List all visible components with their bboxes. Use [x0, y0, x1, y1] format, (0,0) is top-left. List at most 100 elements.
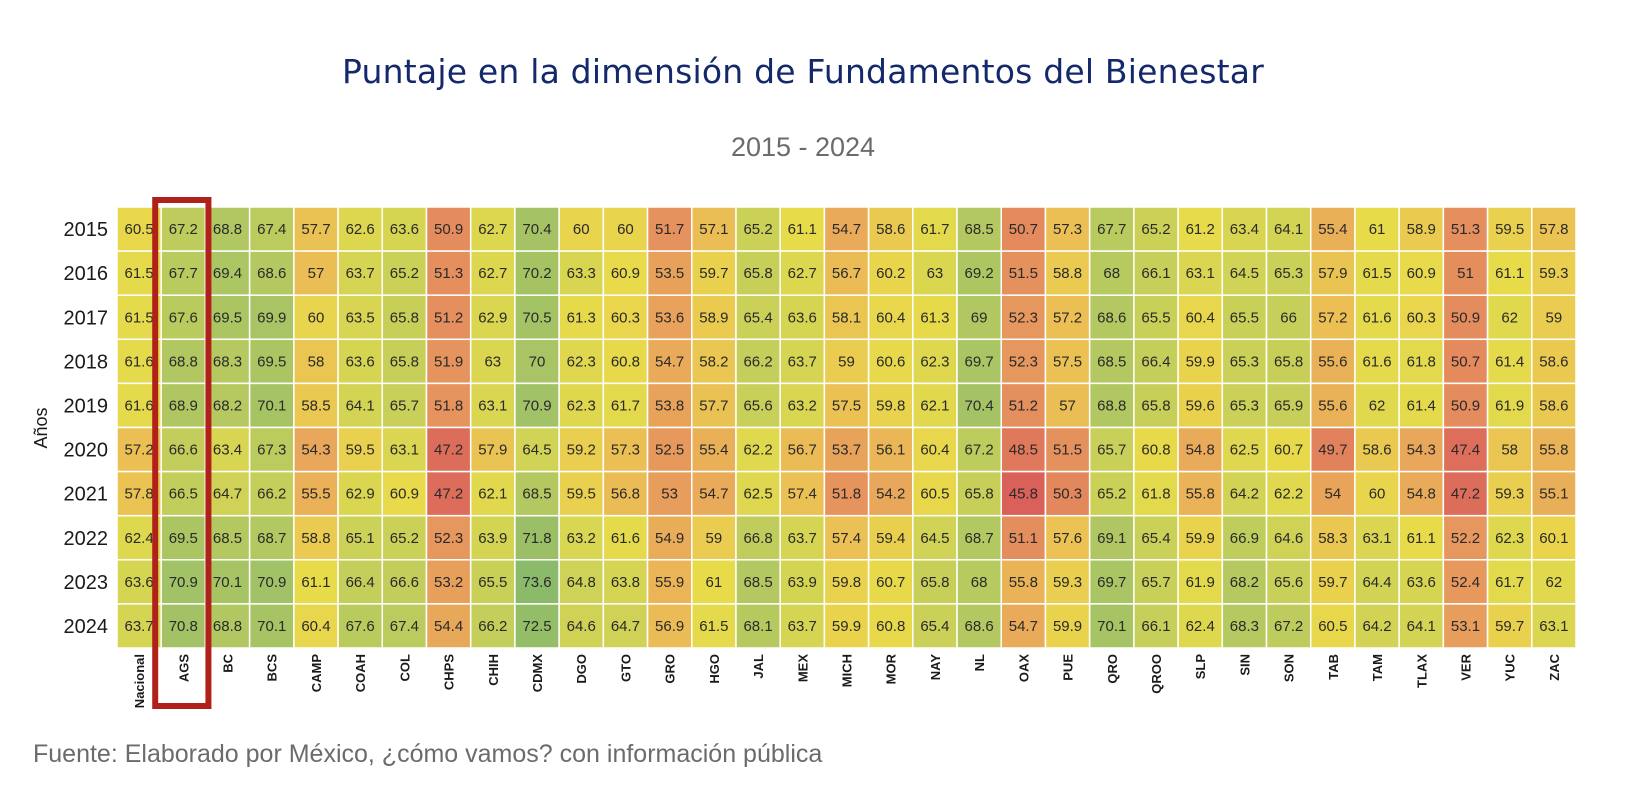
column-label: COL — [397, 654, 412, 682]
cell-value-label: 70.9 — [169, 574, 198, 591]
column-label: QROO — [1149, 654, 1164, 694]
heatmap-cell — [823, 559, 870, 605]
cell-value-label: 60.4 — [301, 618, 330, 635]
cell-value-label: 70.9 — [257, 574, 286, 591]
cell-value-label: 61.8 — [1141, 486, 1170, 503]
heatmap-cell — [735, 559, 781, 605]
cell-value-label: 64.1 — [1407, 618, 1436, 635]
cell-value-label: 58.9 — [699, 309, 728, 326]
cell-value-label: 47.2 — [434, 442, 463, 459]
cell-value-label: 64.5 — [920, 530, 949, 547]
cell-value-label: 62.7 — [788, 265, 817, 282]
cell-value-label: 55.8 — [1186, 486, 1215, 503]
cell-value-label: 52.3 — [1009, 353, 1038, 370]
heatmap-cell — [646, 470, 693, 517]
cell-value-label: 65.2 — [390, 265, 419, 282]
cell-value-label: 52.3 — [434, 530, 463, 547]
cell-value-label: 51.3 — [434, 265, 463, 282]
cell-value-label: 59.9 — [1186, 530, 1215, 547]
heatmap-cell — [1044, 294, 1091, 341]
cell-value-label: 59.7 — [1318, 574, 1347, 591]
cell-value-label: 65.6 — [1274, 574, 1303, 591]
cell-value-label: 60.8 — [611, 353, 640, 370]
heatmap-cell — [1398, 514, 1445, 561]
cell-value-label: 63.1 — [390, 442, 419, 459]
heatmap-cell — [1265, 382, 1312, 429]
cell-value-label: 58.3 — [1318, 530, 1347, 547]
cell-value-label: 57.6 — [1053, 530, 1082, 547]
heatmap-cell — [1486, 514, 1533, 561]
cell-value-label: 68.8 — [1097, 397, 1126, 414]
cell-value-label: 62.4 — [1186, 618, 1215, 635]
cell-value-label: 68.6 — [257, 265, 286, 282]
cell-value-label: 60.5 — [1318, 618, 1347, 635]
cell-value-label: 63.4 — [213, 442, 242, 459]
cell-value-label: 68.5 — [213, 530, 242, 547]
cell-value-label: 68.8 — [213, 221, 242, 238]
heatmap-cell — [1000, 250, 1047, 296]
heatmap-cell — [1265, 206, 1312, 252]
cell-value-label: 68.8 — [169, 353, 198, 370]
cell-value-label: 47.2 — [1451, 486, 1480, 503]
cell-value-label: 62.1 — [478, 486, 507, 503]
cell-value-label: 68.5 — [965, 221, 994, 238]
cell-value-label: 51.3 — [1451, 221, 1480, 238]
heatmap-cell — [558, 514, 605, 561]
cell-value-label: 57.4 — [788, 486, 817, 503]
heatmap-cell — [425, 338, 472, 385]
cell-value-label: 60.4 — [876, 309, 905, 326]
cell-value-label: 66.9 — [1230, 530, 1259, 547]
cell-value-label: 59.9 — [1186, 353, 1215, 370]
heatmap-cell — [425, 206, 472, 252]
cell-value-label: 53 — [661, 486, 678, 503]
cell-value-label: 62.5 — [743, 486, 772, 503]
cell-value-label: 56.8 — [611, 486, 640, 503]
cell-value-label: 60.4 — [1186, 309, 1215, 326]
heatmap-cell — [956, 603, 1002, 649]
cell-value-label: 65.2 — [1097, 486, 1126, 503]
cell-value-label: 52.3 — [1009, 309, 1038, 326]
heatmap-cell — [514, 426, 560, 473]
cell-value-label: 62.3 — [567, 397, 596, 414]
cell-value-label: 63.7 — [346, 265, 375, 282]
heatmap-cell — [823, 514, 870, 561]
heatmap-cell — [956, 559, 1002, 605]
row-label: 2023 — [64, 572, 109, 594]
heatmap-cell — [1531, 294, 1577, 341]
cell-value-label: 57.9 — [478, 442, 507, 459]
cell-value-label: 64.2 — [1362, 618, 1391, 635]
heatmap-cell — [867, 603, 914, 649]
column-label: CAMP — [309, 654, 324, 693]
cell-value-label: 56.1 — [876, 442, 905, 459]
heatmap-cell — [867, 294, 914, 341]
cell-value-label: 51.5 — [1009, 265, 1038, 282]
cell-value-label: 63.1 — [1186, 265, 1215, 282]
cell-value-label: 63.1 — [478, 397, 507, 414]
column-label: TLAX — [1414, 654, 1429, 688]
cell-value-label: 59.5 — [346, 442, 375, 459]
cell-value-label: 67.3 — [257, 442, 286, 459]
column-label: QRO — [1105, 654, 1120, 684]
heatmap-cell — [1177, 382, 1224, 429]
heatmap-cell — [646, 514, 693, 561]
heatmap-cell — [1442, 338, 1489, 385]
heatmap-cell — [160, 603, 207, 649]
heatmap-cell — [293, 559, 339, 605]
heatmap-cell — [1133, 603, 1179, 649]
cell-value-label: 59.9 — [832, 618, 861, 635]
heatmap-cell — [602, 250, 649, 296]
heatmap-cell — [514, 294, 560, 341]
cell-value-label: 62.5 — [1230, 442, 1259, 459]
heatmap-cell — [1044, 426, 1091, 473]
cell-value-label: 70.1 — [213, 574, 242, 591]
cell-value-label: 67.2 — [1274, 618, 1303, 635]
chart-title: Puntaje en la dimensión de Fundamentos d… — [342, 52, 1264, 91]
heatmap-cell — [1133, 338, 1179, 385]
cell-value-label: 61.6 — [1362, 309, 1391, 326]
cell-value-label: 70.2 — [522, 265, 551, 282]
cell-value-label: 61 — [1369, 221, 1386, 238]
cell-value-label: 50.9 — [1451, 397, 1480, 414]
cell-value-label: 62.6 — [346, 221, 375, 238]
cell-value-label: 65.8 — [743, 265, 772, 282]
heatmap-cell — [735, 426, 781, 473]
